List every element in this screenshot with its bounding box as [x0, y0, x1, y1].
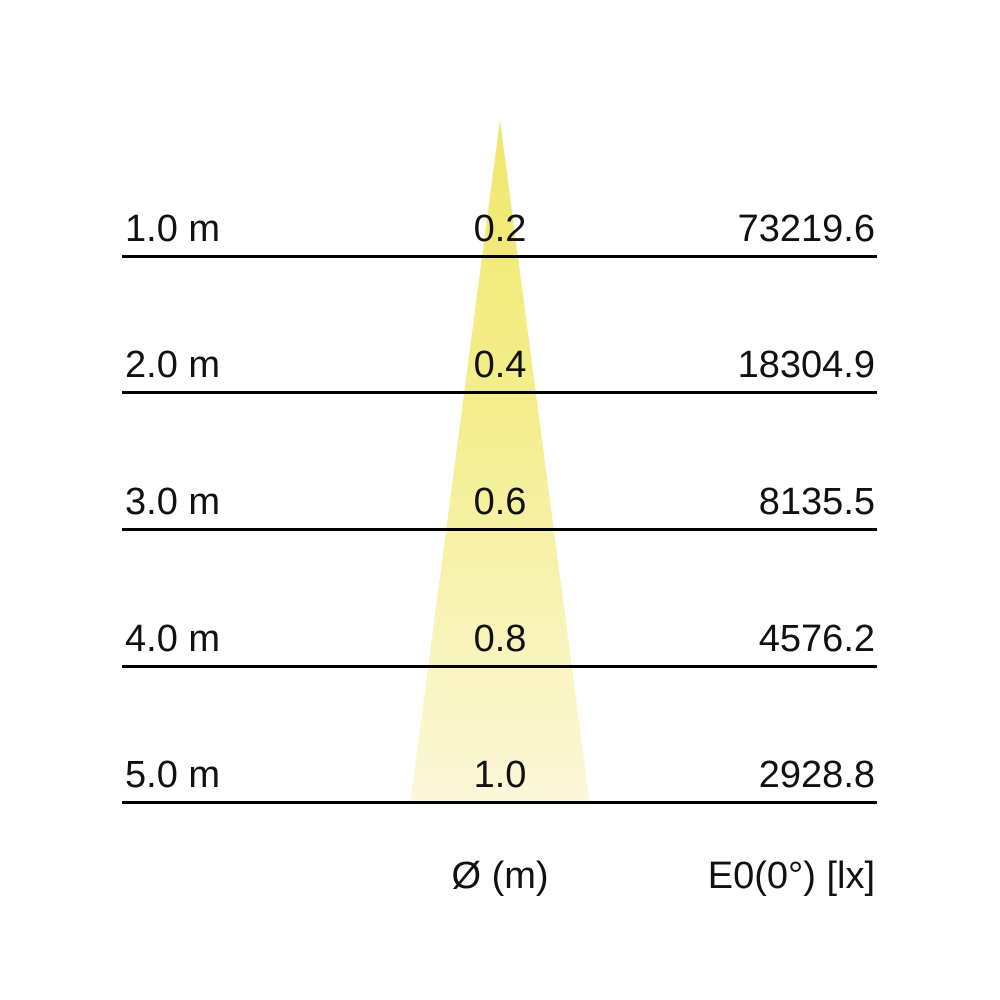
- distance-label: 3.0 m: [125, 481, 221, 523]
- illuminance-value: 2928.8: [758, 754, 876, 796]
- illuminance-axis-label: E0(0°) [lx]: [707, 855, 876, 897]
- table-row: 4.0 m 0.8 4576.2: [122, 620, 877, 668]
- footer-labels: Ø (m) E0(0°) [lx]: [122, 845, 877, 895]
- table-row: 1.0 m 0.2 73219.6: [122, 210, 877, 258]
- beam-diameter-value: 0.6: [473, 481, 527, 523]
- table-row: 5.0 m 1.0 2928.8: [122, 756, 877, 804]
- illuminance-value: 8135.5: [758, 481, 876, 523]
- beam-diameter-value: 1.0: [473, 754, 527, 796]
- distance-label: 1.0 m: [125, 208, 221, 250]
- distance-label: 5.0 m: [125, 754, 221, 796]
- illuminance-value: 18304.9: [737, 344, 876, 386]
- beam-diameter-value: 0.2: [473, 208, 527, 250]
- illuminance-value: 4576.2: [758, 618, 876, 660]
- beam-diameter-value: 0.8: [473, 618, 527, 660]
- beam-diameter-value: 0.4: [473, 344, 527, 386]
- distance-label: 2.0 m: [125, 344, 221, 386]
- table-row: 2.0 m 0.4 18304.9: [122, 346, 877, 394]
- table-row: 3.0 m 0.6 8135.5: [122, 483, 877, 531]
- distance-label: 4.0 m: [125, 618, 221, 660]
- diameter-axis-label: Ø (m): [451, 855, 549, 897]
- illuminance-value: 73219.6: [737, 208, 876, 250]
